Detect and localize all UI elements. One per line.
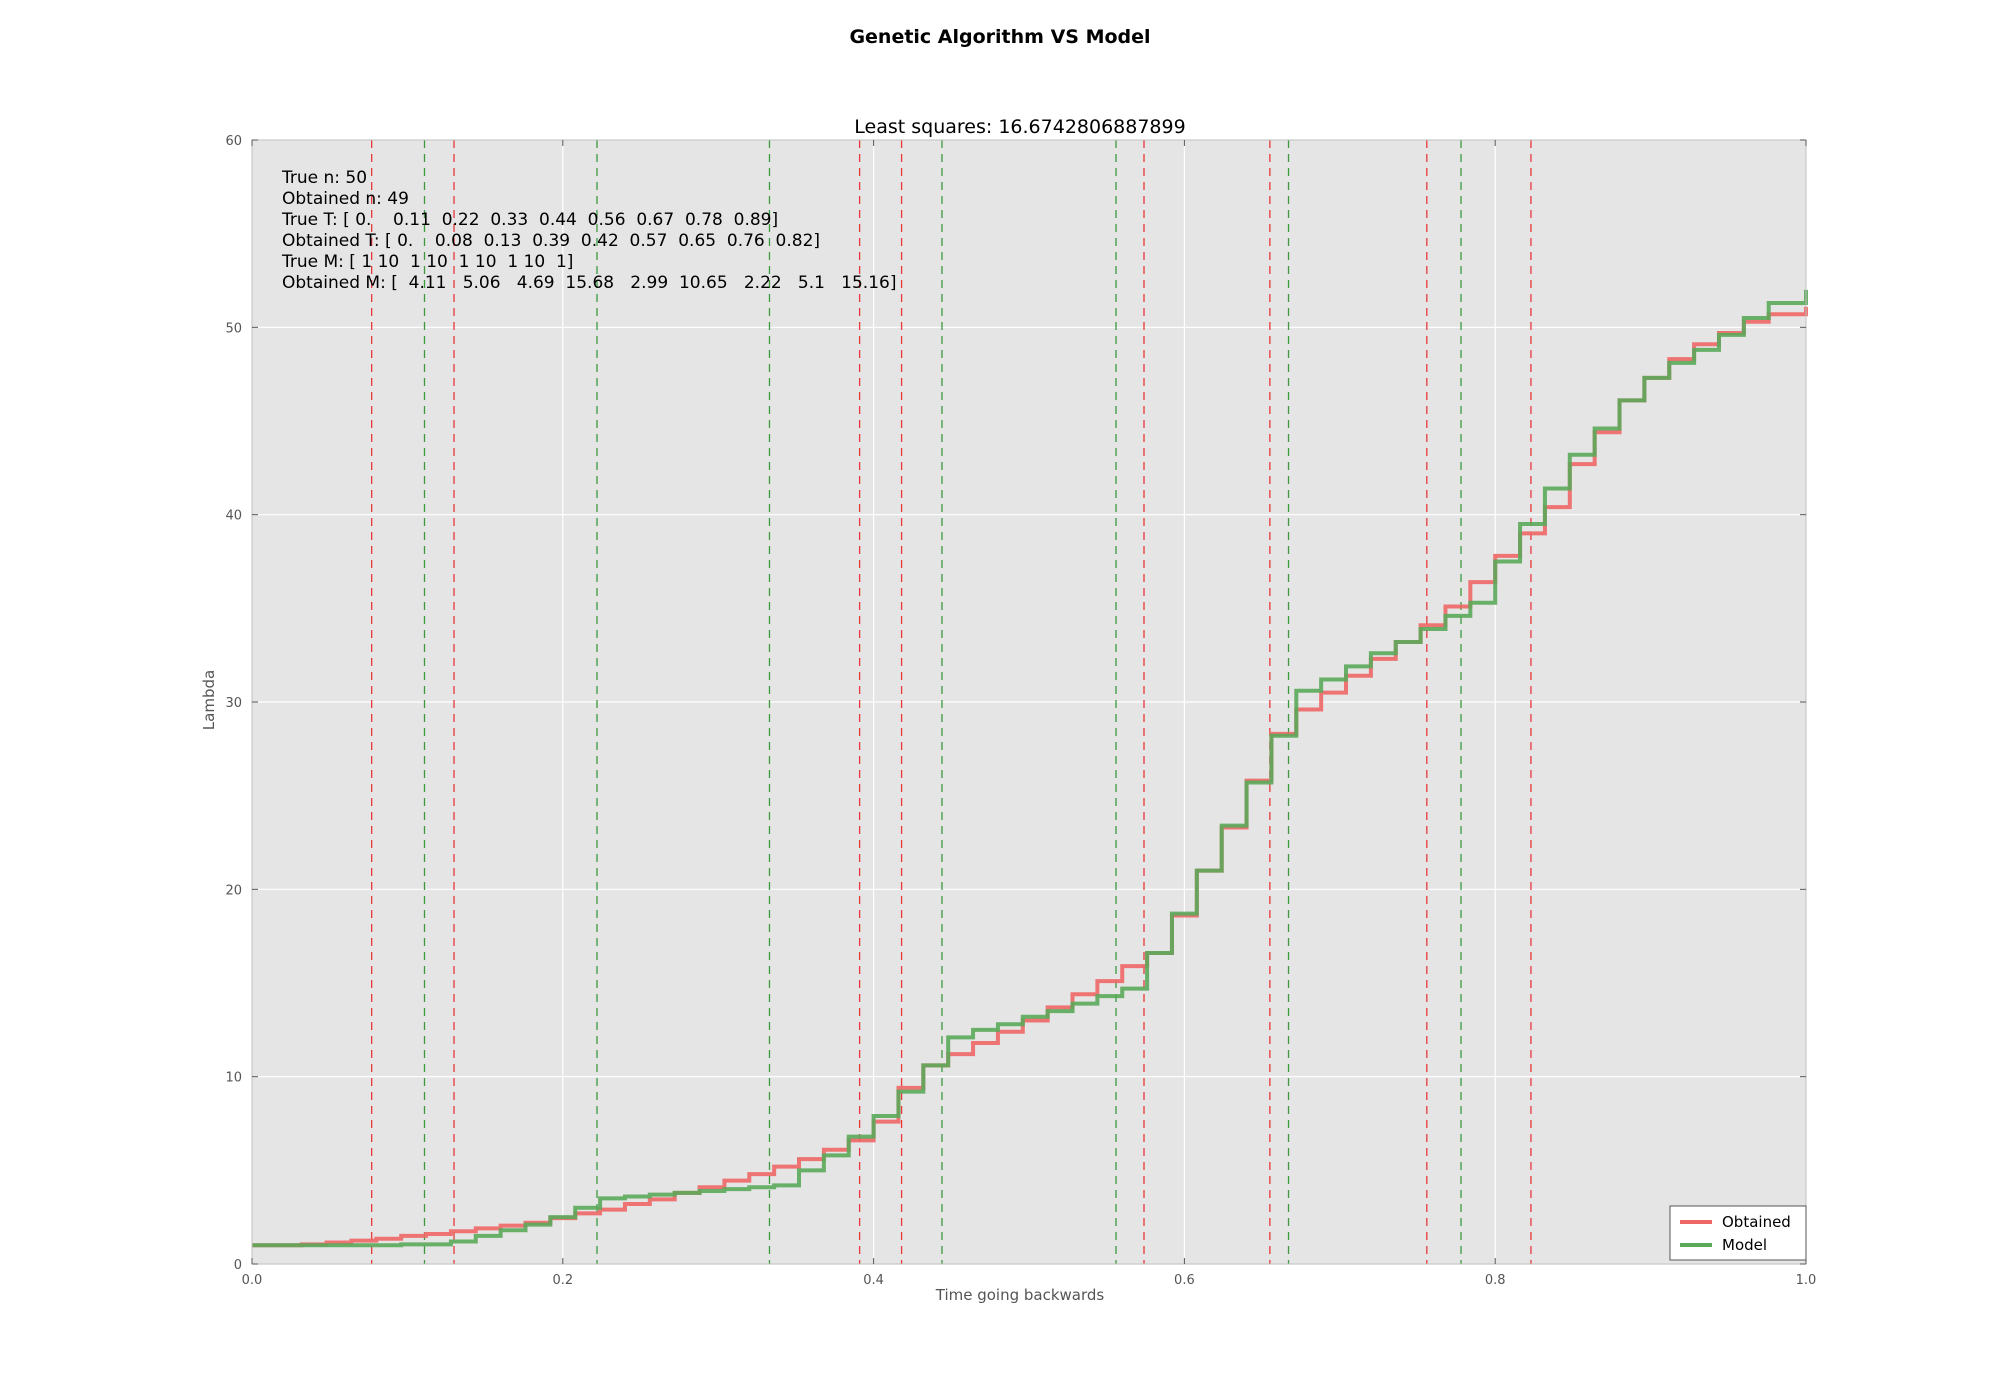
y-tick-label: 30 [225,696,242,711]
x-tick-label: 0.8 [1485,1273,1506,1288]
y-tick-label: 40 [225,509,242,524]
y-tick-label: 20 [225,883,242,898]
y-tick-label: 10 [225,1071,242,1086]
annotation-true-n: True n: 50 [281,168,367,188]
legend: Obtained Model [1669,1205,1807,1261]
annotation-obtained-t: Obtained T: [ 0. 0.08 0.13 0.39 0.42 0.5… [282,231,820,251]
x-tick-label: 1.0 [1796,1273,1817,1288]
x-tick-label: 0.0 [242,1273,263,1288]
annotation-true-t: True T: [ 0. 0.11 0.22 0.33 0.44 0.56 0.… [281,210,778,230]
axis-ticks: 0.0 0.2 0.4 0.6 0.8 1.0 0 10 20 30 40 50 60 [225,134,1816,1288]
y-tick-label: 60 [225,134,242,149]
plot-area [251,139,1808,1265]
annotation-obtained-m: Obtained M: [ 4.11 5.06 4.69 15.68 2.99 … [282,273,896,293]
x-tick-label: 0.4 [863,1273,884,1288]
legend-box [1669,1205,1807,1261]
annotation-true-m: True M: [ 1 10 1 10 1 10 1 10 1] [281,252,573,272]
annotation-block: True n: 50 Obtained n: 49 True T: [ 0. 0… [281,168,896,293]
legend-label-model: Model [1722,1236,1767,1254]
figure-suptitle: Genetic Algorithm VS Model [849,26,1150,48]
series-lines [252,289,1808,1248]
y-tick-label: 50 [225,321,242,336]
legend-label-obtained: Obtained [1722,1213,1791,1231]
x-tick-label: 0.6 [1174,1273,1195,1288]
y-axis-label: Lambda [200,670,218,730]
plot-title: Least squares: 16.6742806887899 [854,116,1185,138]
x-axis-label: Time going backwards [935,1286,1105,1304]
x-tick-label: 0.2 [552,1273,573,1288]
vertical-markers [371,140,1532,1264]
annotation-obtained-n: Obtained n: 49 [282,189,409,209]
grid [251,139,1807,1265]
series-line-model [252,289,1808,1248]
y-tick-label: 0 [234,1258,242,1273]
